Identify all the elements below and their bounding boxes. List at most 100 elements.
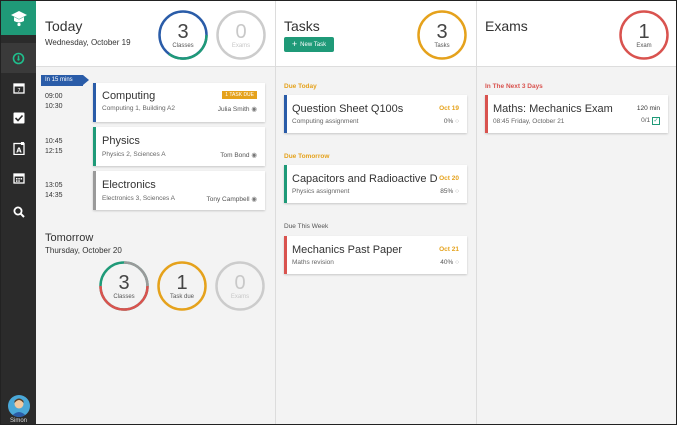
tasks-count: 3	[436, 21, 448, 43]
tomorrow-date: Thursday, October 20	[45, 246, 122, 255]
progress-circle-icon: ○	[455, 118, 459, 125]
app-logo[interactable]	[1, 1, 36, 35]
class-teacher: Julia Smith ◉	[218, 105, 257, 113]
sidebar: 7 A	[1, 1, 36, 424]
sidebar-item-search[interactable]	[1, 197, 36, 227]
class-end-time: 10:30	[45, 103, 63, 110]
class-start-time: 09:00	[45, 93, 63, 100]
tomorrow-tasks-ring: 1 Task due	[156, 260, 208, 312]
exam-count-value: 0/1	[641, 117, 651, 124]
task-card[interactable]: Mechanics Past Paper Maths revision Oct …	[284, 236, 467, 274]
tomorrow-classes-ring: 3 Classes	[98, 260, 150, 312]
sidebar-item-exams[interactable]: A	[1, 133, 36, 163]
sidebar-item-tasks[interactable]	[1, 103, 36, 133]
task-title: Mechanics Past Paper	[292, 244, 403, 256]
sidebar-item-calendar[interactable]	[1, 163, 36, 193]
progress-circle-icon: ○	[455, 188, 459, 195]
new-task-label: New Task	[300, 41, 327, 48]
class-card-physics[interactable]: Physics Physics 2, Sciences A Tom Bond ◉	[93, 127, 265, 166]
today-title: Today	[45, 18, 83, 34]
class-end-time: 14:35	[45, 192, 63, 199]
task-progress-value: 85%	[440, 188, 454, 195]
task-color-bar	[284, 165, 287, 203]
teacher-icon: ◉	[251, 106, 257, 113]
class-card-electronics[interactable]: Electronics Electronics 3, Sciences A To…	[93, 171, 265, 210]
teacher-icon: ◉	[251, 152, 257, 159]
exams-ring-label: Exam	[636, 43, 652, 49]
top-header	[36, 1, 676, 67]
next-class-badge: In 15 mins	[41, 75, 89, 86]
today-classes-label: Classes	[172, 43, 194, 49]
task-card[interactable]: Question Sheet Q100s Computing assignmen…	[284, 95, 467, 133]
class-color-bar	[93, 127, 96, 166]
task-due-tag[interactable]: 1 TASK DUE	[222, 91, 257, 99]
progress-circle-icon: ○	[455, 259, 459, 266]
class-title: Physics	[102, 135, 140, 147]
sidebar-item-timetable[interactable]: 7	[1, 73, 36, 103]
task-due-date: Oct 20	[437, 175, 459, 182]
tomorrow-exams-count: 0	[234, 272, 246, 294]
today-date: Wednesday, October 19	[45, 38, 131, 47]
class-teacher: Tony Campbell ◉	[207, 195, 257, 203]
class-location: Physics 2, Sciences A	[102, 151, 166, 158]
tasks-ring-label: Tasks	[434, 43, 450, 49]
task-due-date: Oct 21	[439, 246, 459, 253]
class-title: Electronics	[102, 179, 156, 191]
exam-color-bar	[485, 95, 488, 133]
task-progress-value: 0%	[443, 118, 454, 125]
tomorrow-exams-ring: 0 Exams	[214, 260, 266, 312]
task-title: Capacitors and Radioactive Decay	[292, 173, 437, 185]
calendar-day-icon: 7	[12, 83, 25, 94]
exam-icon: A	[12, 141, 25, 155]
class-teacher: Tom Bond ◉	[220, 151, 257, 159]
task-progress: 40% ○	[440, 259, 459, 266]
task-progress: 85% ○	[440, 188, 459, 195]
class-location: Computing 1, Building A2	[102, 105, 175, 112]
avatar	[7, 395, 30, 417]
class-time: 10:45 12:15	[45, 137, 63, 157]
check-icon[interactable]: ✓	[652, 117, 660, 125]
search-icon	[13, 206, 25, 218]
class-color-bar	[93, 171, 96, 210]
class-time: 09:00 10:30	[45, 92, 63, 112]
task-progress-value: 40%	[440, 259, 454, 266]
class-color-bar	[93, 83, 96, 122]
section-next-3-days: In The Next 3 Days	[485, 83, 543, 90]
plus-icon: +	[291, 39, 298, 49]
section-due-tomorrow: Due Tomorrow	[284, 153, 330, 160]
tomorrow-exams-label: Exams	[230, 294, 250, 300]
teacher-icon: ◉	[251, 196, 257, 203]
exam-time: 08:45 Friday, October 21	[493, 118, 565, 125]
class-time: 13:05 14:35	[45, 181, 63, 201]
exams-ring: 1 Exam	[618, 9, 670, 61]
class-title: Computing	[102, 90, 156, 102]
class-end-time: 12:15	[45, 148, 63, 155]
class-start-time: 13:05	[45, 182, 63, 189]
new-task-button[interactable]: + New Task	[284, 37, 334, 52]
tasks-ring: 3 Tasks	[416, 9, 468, 61]
task-subtitle: Computing assignment	[292, 118, 359, 125]
user-name: Simon	[9, 418, 27, 424]
teacher-name: Julia Smith	[217, 106, 250, 113]
tomorrow-tasks-count: 1	[176, 272, 188, 294]
exams-count: 1	[638, 21, 650, 43]
today-classes-ring: 3 Classes	[157, 9, 209, 61]
task-title: Question Sheet Q100s	[292, 103, 404, 115]
section-due-this-week: Due This Week	[284, 223, 329, 230]
class-location: Electronics 3, Sciences A	[102, 195, 175, 202]
today-exams-ring: 0 Exams	[215, 9, 267, 61]
class-card-computing[interactable]: Computing Computing 1, Building A2 1 TAS…	[93, 83, 265, 122]
task-color-bar	[284, 236, 287, 274]
task-card[interactable]: Capacitors and Radioactive Decay Physics…	[284, 165, 467, 203]
user-profile[interactable]: Simon	[1, 395, 36, 424]
sidebar-item-dashboard[interactable]	[1, 43, 36, 73]
task-color-bar	[284, 95, 287, 133]
teacher-name: Tom Bond	[220, 152, 250, 159]
graduation-cap-icon	[10, 11, 27, 27]
exam-card[interactable]: Maths: Mechanics Exam 08:45 Friday, Octo…	[485, 95, 668, 133]
tomorrow-title: Tomorrow	[45, 232, 94, 244]
section-due-today: Due Today	[284, 83, 317, 90]
calendar-icon	[12, 173, 25, 184]
today-exams-count: 0	[235, 21, 247, 43]
